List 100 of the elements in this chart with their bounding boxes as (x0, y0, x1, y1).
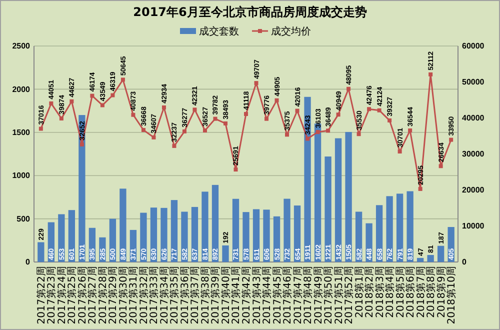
point (336, 112, 340, 117)
x-tick-label: 2017第28周 (96, 266, 109, 324)
bar (140, 212, 147, 262)
point (120, 78, 125, 82)
y-tick-label: 2000 (12, 84, 31, 94)
point (213, 116, 218, 121)
point (234, 168, 238, 172)
x-tick-label: 2018第4周 (384, 266, 396, 318)
point (274, 98, 279, 102)
point (254, 81, 258, 86)
point (80, 142, 84, 146)
point (202, 128, 207, 133)
y2-tick-label: 10000 (462, 222, 485, 231)
bar (416, 258, 424, 262)
x-tick-label: 2017第31周 (128, 266, 140, 324)
x-tick-label: 2017第36周 (178, 266, 191, 324)
point (377, 108, 382, 112)
point (388, 118, 392, 122)
bar (284, 198, 290, 262)
bar (304, 96, 311, 262)
x-tick-label: 2017第29周 (107, 266, 120, 324)
x-tick-label: 2018第9周 (435, 266, 448, 318)
y-tick-label: 2500 (12, 42, 31, 51)
point (162, 105, 166, 110)
bar (427, 255, 434, 262)
x-tick-label: 2017第48周 (302, 266, 314, 324)
y2-tick-label: 0 (462, 258, 467, 267)
x-tick-label: 2017第38周 (199, 266, 212, 324)
x-tick-label: 2017第39周 (210, 266, 222, 324)
point (449, 138, 454, 142)
bar (396, 194, 404, 262)
y2-tick-label: 20000 (462, 186, 485, 195)
bar (437, 246, 444, 262)
x-tick-label: 2018第7周 (414, 266, 427, 318)
point (59, 116, 64, 120)
bar (324, 156, 332, 262)
point (367, 107, 372, 112)
point (172, 144, 176, 148)
point (418, 186, 422, 191)
point (152, 135, 156, 140)
x-tick-label: 2017第27周 (86, 266, 99, 324)
x-tick-label: 2017第43周 (250, 266, 263, 324)
bar (170, 200, 178, 262)
y2-tick-label: 60000 (462, 42, 485, 51)
x-tick-label: 2018第3周 (374, 266, 386, 318)
chart-title: 2017年6月至今北京市商品房周度成交走势 (133, 5, 367, 19)
bar (202, 192, 208, 262)
bar (242, 212, 250, 262)
x-tick-label: 2017第33周 (148, 266, 160, 324)
x-tick-label: 2017第32周 (138, 266, 150, 324)
x-tick-label: 2017第37周 (189, 266, 202, 324)
point (38, 126, 43, 131)
point (223, 121, 228, 126)
y2-tick-label: 30000 (462, 150, 485, 159)
y-tick-label: 500 (16, 214, 31, 224)
point (100, 103, 104, 108)
point (398, 149, 402, 154)
bar (263, 210, 270, 262)
y-tick-label: 0 (26, 258, 31, 267)
x-tick-label: 2017第50周 (322, 266, 335, 324)
bar (386, 196, 393, 262)
bar (345, 132, 352, 262)
point (326, 128, 330, 133)
x-tick-label: 2017第44周 (261, 266, 274, 324)
x-tick-label: 2018第6周 (404, 266, 417, 318)
x-tick-label: 2017第46周 (282, 266, 294, 324)
bar (160, 208, 168, 262)
x-tick-label: 2017第40周 (220, 266, 232, 324)
point (49, 101, 54, 106)
y2-tick-label: 40000 (462, 114, 485, 123)
point (182, 129, 186, 134)
point (141, 128, 146, 132)
point (356, 132, 361, 136)
x-tick-label: 2018第10周 (446, 266, 458, 324)
legend-label: 成交套数 (199, 26, 239, 38)
point (285, 132, 290, 137)
x-tick-label: 2018第5周 (394, 266, 406, 318)
y2-tick-label: 50000 (462, 78, 485, 87)
x-tick-label: 2017第34周 (158, 266, 170, 324)
x-tick-label: 2017第22周 (35, 266, 48, 324)
x-tick-label: 2017第35周 (168, 266, 181, 324)
x-tick-label: 2017第41周 (230, 266, 242, 324)
bar (120, 188, 126, 262)
x-tick-label: 2018第1周 (353, 266, 366, 318)
x-tick-label: 2017第42周 (240, 266, 252, 324)
point (264, 116, 269, 121)
x-tick-label: 2017第45周 (271, 266, 284, 324)
x-tick-label: 2017第25周 (66, 266, 78, 324)
point (131, 112, 136, 117)
bar (38, 242, 44, 262)
bar (181, 212, 188, 262)
y-tick-label: 1000 (12, 171, 31, 180)
point (244, 112, 248, 116)
point (438, 164, 443, 168)
x-tick-label: 2017第23周 (46, 266, 58, 324)
x-tick-label: 2018第8周 (425, 266, 438, 318)
x-tick-label: 2017第49周 (312, 266, 324, 324)
y-tick-label: 1500 (12, 128, 31, 137)
point (110, 93, 115, 98)
point (316, 130, 320, 134)
